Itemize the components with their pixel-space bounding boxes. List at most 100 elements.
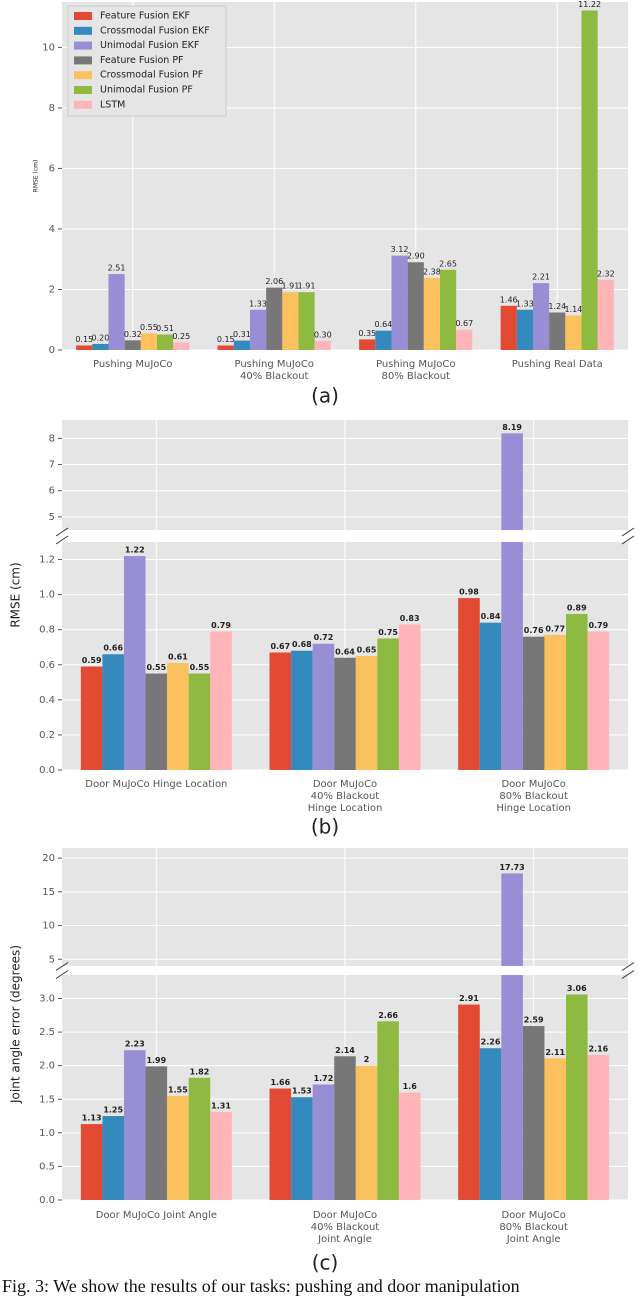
y-tick-label: 0	[49, 345, 55, 356]
bar	[549, 312, 566, 350]
value-label: 11.22	[578, 0, 601, 9]
bar	[587, 631, 610, 770]
panel-label: (a)	[311, 384, 339, 408]
legend-label: Unimodal Fusion PF	[100, 85, 193, 96]
x-tick-label: 80% Blackout	[499, 1222, 568, 1233]
bar	[108, 274, 125, 350]
y-tick-label: 10	[42, 42, 55, 53]
bar	[458, 1004, 480, 1200]
value-label: 2	[364, 1055, 370, 1064]
bar	[298, 292, 315, 350]
y-tick-label: 1.5	[39, 1094, 55, 1105]
value-label: 2.65	[439, 259, 457, 268]
value-label: 0.61	[168, 653, 188, 662]
legend-label: Crossmodal Fusion EKF	[100, 25, 210, 36]
value-label: 2.16	[588, 1044, 608, 1053]
x-tick-label: Joint Angle	[317, 1234, 372, 1245]
bar	[500, 305, 517, 350]
bar	[80, 666, 103, 770]
caption: Fig. 3: We show the results of our tasks…	[2, 1276, 520, 1296]
bar	[266, 287, 283, 350]
bar	[479, 622, 502, 770]
value-label: 2.32	[597, 269, 615, 278]
value-label: 1.33	[249, 299, 267, 308]
value-label: 0.89	[567, 603, 587, 612]
y-tick-label: 0.8	[39, 625, 55, 636]
bar	[173, 342, 190, 350]
y-tick-label: 0.2	[39, 730, 55, 741]
bar	[210, 631, 232, 770]
axis-break	[621, 970, 635, 979]
bar	[566, 613, 588, 770]
value-label: 0.31	[233, 330, 251, 339]
value-label: 1.13	[82, 1114, 102, 1123]
value-label: 0.68	[292, 640, 312, 649]
x-tick-label: 80% Blackout	[382, 371, 451, 382]
legend-swatch	[74, 12, 92, 20]
bar	[102, 654, 124, 770]
value-label: 2.23	[125, 1040, 145, 1049]
bar	[124, 340, 141, 350]
bar	[188, 1077, 211, 1200]
x-tick-label: Pushing MuJoCo	[93, 359, 173, 370]
y-axis-label: RMSE (cm)	[33, 160, 40, 193]
value-label: 2.38	[423, 267, 441, 276]
x-tick-label: Door MuJoCo	[313, 1210, 377, 1221]
legend-swatch	[74, 71, 92, 80]
bar	[249, 309, 267, 350]
value-label: 3.12	[391, 245, 409, 254]
y-tick-label: 15	[42, 887, 55, 898]
value-label: 1.55	[168, 1085, 188, 1094]
bar	[407, 262, 424, 350]
bar	[167, 1095, 189, 1200]
y-tick-label: 2	[49, 284, 55, 295]
value-label: 1.31	[211, 1102, 231, 1111]
bar	[123, 1050, 146, 1200]
value-label: 2.59	[524, 1016, 544, 1025]
y-tick-label: 0.5	[39, 1161, 55, 1172]
value-label: 0.15	[75, 335, 93, 344]
x-tick-label: 40% Blackout	[240, 371, 309, 382]
bar	[565, 315, 582, 350]
value-label: 0.79	[588, 621, 608, 630]
value-label: 1.46	[500, 295, 518, 304]
value-label: 0.32	[124, 330, 142, 339]
value-label: 2.51	[108, 264, 126, 273]
axis-break	[55, 970, 69, 979]
bar	[440, 269, 457, 350]
legend-label: Feature Fusion PF	[100, 55, 184, 66]
y-tick-label: 2.0	[39, 1061, 55, 1072]
x-tick-label: Door MuJoCo Hinge Location	[85, 779, 227, 790]
bar	[479, 1048, 502, 1200]
bar	[92, 343, 109, 350]
value-label: 0.59	[82, 656, 102, 665]
legend-box	[67, 5, 227, 117]
bar	[291, 1097, 313, 1200]
bar	[282, 292, 299, 350]
value-label: 0.67	[455, 319, 473, 328]
value-label: 0.79	[211, 621, 231, 630]
value-label: 17.73	[499, 863, 524, 872]
bar	[377, 1021, 399, 1200]
bar	[516, 309, 533, 350]
x-tick-label: Hinge Location	[308, 803, 383, 814]
bar	[532, 283, 550, 350]
bar	[501, 433, 523, 530]
bar	[398, 624, 421, 770]
x-tick-label: 40% Blackout	[311, 791, 380, 802]
value-label: 2.26	[481, 1038, 501, 1047]
legend-label: Feature Fusion EKF	[100, 11, 190, 22]
bar	[334, 657, 356, 770]
value-label: 1.66	[270, 1078, 290, 1087]
panel-label: (b)	[311, 815, 339, 839]
bar	[522, 1026, 545, 1200]
bar	[377, 638, 399, 770]
bar	[423, 277, 441, 350]
value-label: 0.55	[190, 663, 210, 672]
axis-break	[621, 527, 635, 537]
value-label: 2.06	[265, 277, 283, 286]
bar	[375, 330, 392, 350]
value-label: 1.72	[314, 1074, 334, 1083]
value-label: 0.66	[103, 644, 123, 653]
